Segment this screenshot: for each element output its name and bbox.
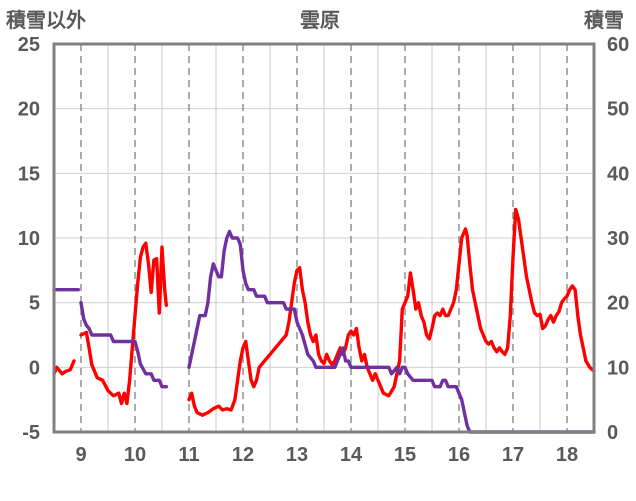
snow-depth-line bbox=[187, 229, 596, 434]
snow-depth-line bbox=[79, 301, 169, 389]
left-axis-label: 積雪以外 bbox=[6, 8, 86, 32]
right-axis-label: 積雪 bbox=[584, 8, 624, 32]
y-right-tick-label: 0 bbox=[607, 422, 618, 444]
tick-labels: -5 0 5 10 15 20 25 0 10 20 30 40 50 60 9 10 11 12 13 14 15 16… bbox=[18, 34, 630, 466]
x-tick-label: 11 bbox=[178, 444, 199, 466]
x-tick-label: 10 bbox=[124, 444, 146, 466]
temperature-line bbox=[187, 207, 596, 417]
x-tick-label: 13 bbox=[286, 444, 308, 466]
y-left-tick-label: 15 bbox=[18, 163, 40, 185]
y-right-tick-label: 10 bbox=[607, 357, 629, 379]
x-tick-label: 15 bbox=[394, 444, 416, 466]
temperature-line bbox=[79, 241, 169, 406]
x-tick-label: 14 bbox=[340, 444, 363, 466]
x-tick-label: 9 bbox=[75, 444, 86, 466]
x-tick-label: 18 bbox=[556, 444, 578, 466]
y-left-tick-label: 10 bbox=[18, 228, 40, 250]
plot-border bbox=[52, 42, 596, 434]
y-left-tick-label: -5 bbox=[22, 422, 40, 444]
temperature-line bbox=[52, 359, 76, 376]
x-tick-label: 17 bbox=[502, 444, 524, 466]
x-tick-label: 12 bbox=[232, 444, 254, 466]
series-layer bbox=[52, 207, 596, 434]
y-right-tick-label: 50 bbox=[607, 99, 629, 121]
y-left-tick-label: 25 bbox=[18, 34, 40, 56]
y-left-tick-label: 0 bbox=[29, 357, 40, 379]
y-right-tick-label: 60 bbox=[607, 34, 629, 56]
y-left-tick-label: 20 bbox=[18, 99, 40, 121]
y-right-tick-label: 30 bbox=[607, 228, 629, 250]
y-right-tick-label: 40 bbox=[607, 163, 629, 185]
y-left-tick-label: 5 bbox=[29, 293, 40, 315]
x-tick-label: 16 bbox=[448, 444, 470, 466]
chart-title: 雲原 bbox=[300, 8, 340, 32]
y-right-tick-label: 20 bbox=[607, 293, 629, 315]
plot-frame bbox=[52, 42, 596, 434]
